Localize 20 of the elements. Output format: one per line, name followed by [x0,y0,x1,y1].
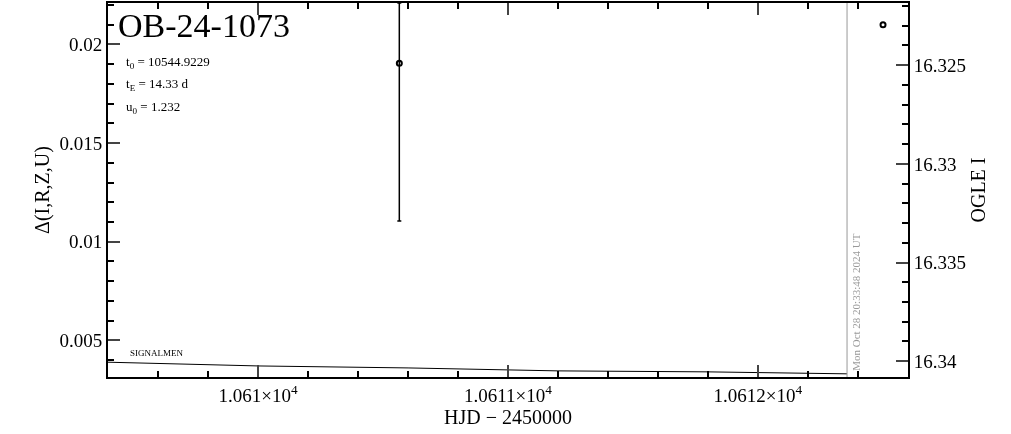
annotation: SIGNALMEN [130,348,184,358]
annotation: u$_{0}$ = 1.232 [126,99,181,116]
x-axis-title: HJD − 2450000 [444,405,572,428]
y-tick-label: 0.005 [59,329,103,351]
x-tick-label: 1.061×10$^{4}$ [218,381,299,406]
x-tick-label: 1.0611×10$^{4}$ [464,381,553,406]
chart-title: OB-24-1073 [118,7,290,44]
annotation: t$_{0}$ = 10544.9229 [126,54,210,71]
y-tick-label: 0.015 [59,132,103,154]
x-tick-label: 1.0612×10$^{4}$ [713,381,803,406]
y-tick-label: 0.01 [68,231,103,253]
y-tick-label: 0.02 [68,34,103,56]
annotation: Mon Oct 28 20:33:48 2024 UT [850,233,863,371]
y2-axis-title: OGLE I [967,157,990,223]
y2-tick-label: 16.335 [913,252,967,274]
y2-tick-label: 16.33 [913,153,957,175]
y2-tick-label: 16.325 [913,54,967,76]
y-axis-title: Δ(I,R,Z,U) [31,146,55,234]
y2-tick-label: 16.34 [913,350,958,372]
annotation: t$_{E}$ = 14.33 d [126,76,189,93]
